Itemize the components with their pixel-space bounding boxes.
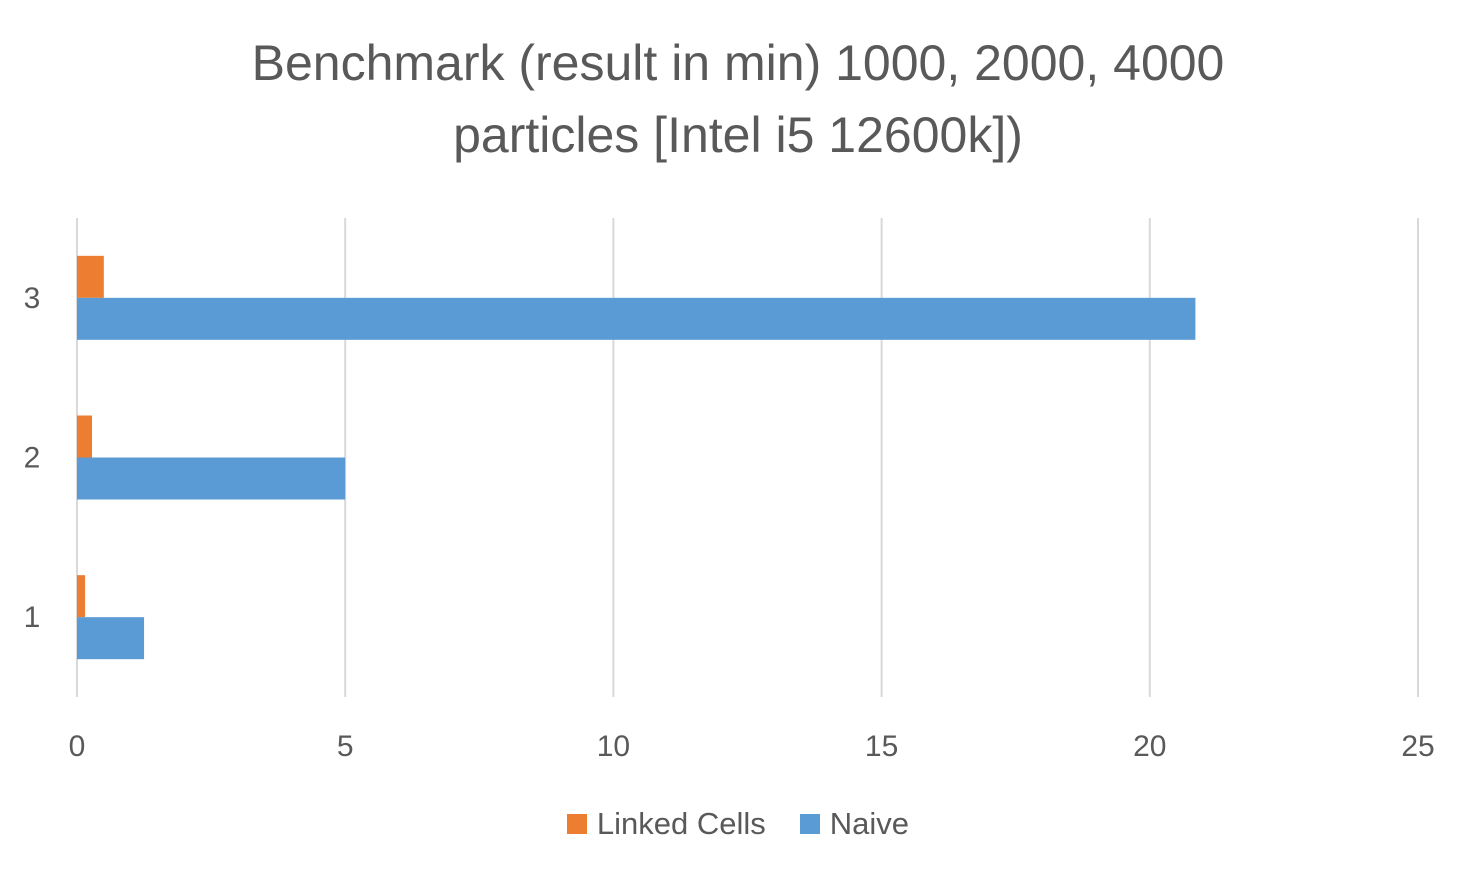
legend-swatch-naive (799, 814, 820, 834)
x-tick-label-15: 15 (865, 730, 898, 763)
y-tick-label-2: 2 (24, 442, 41, 475)
chart-title-line-1: Benchmark (result in min) 1000, 2000, 40… (251, 35, 1225, 91)
x-tick-label-20: 20 (1133, 730, 1166, 763)
x-tick-label-0: 0 (69, 730, 86, 763)
bar-naive-1 (77, 617, 145, 660)
bar-linked-cells-3 (77, 255, 104, 298)
x-tick-label-5: 5 (337, 730, 354, 763)
legend-label-linked-cells: Linked Cells (596, 806, 766, 841)
legend-swatch-linked-cells (566, 814, 587, 834)
y-tick-label-3: 3 (24, 282, 41, 315)
x-tick-label-25: 25 (1401, 730, 1434, 763)
y-tick-label-1: 1 (24, 601, 41, 634)
legend-label-naive: Naive (829, 806, 910, 841)
legend-item-naive: Naive (799, 806, 910, 842)
bar-naive-3 (77, 297, 1196, 340)
bar-naive-2 (77, 457, 346, 500)
bar-linked-cells-1 (77, 575, 86, 618)
legend-item-linked-cells: Linked Cells (566, 806, 766, 842)
legend: Linked Cells Naive (0, 806, 1476, 842)
x-tick-label-10: 10 (597, 730, 630, 763)
chart-title-line-2: particles [Intel i5 12600k]) (453, 107, 1023, 163)
bar-linked-cells-2 (77, 415, 93, 458)
